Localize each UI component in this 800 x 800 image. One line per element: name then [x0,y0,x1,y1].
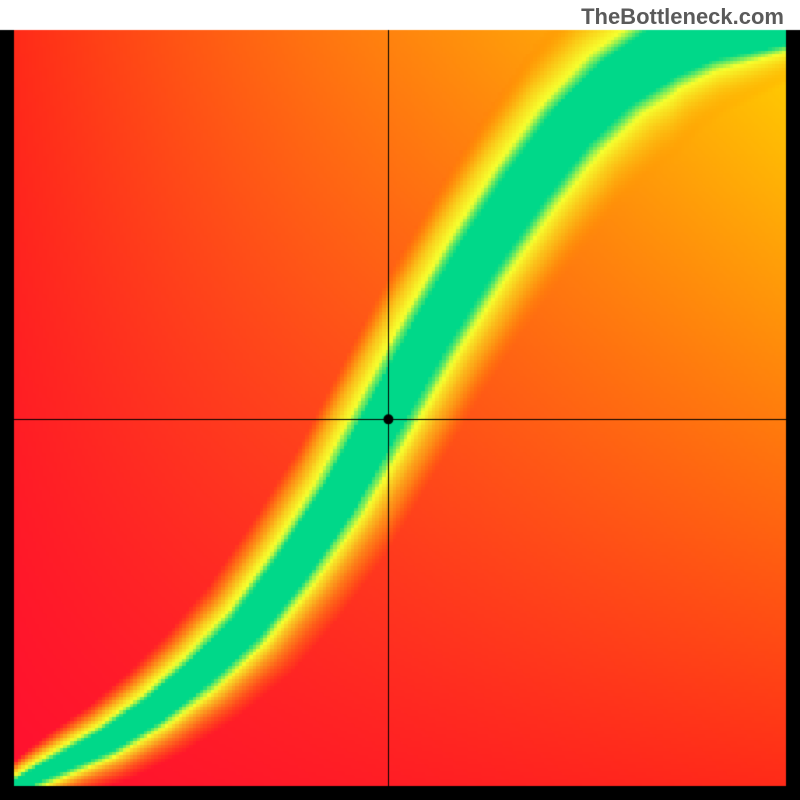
watermark-text: TheBottleneck.com [581,4,784,30]
chart-container: TheBottleneck.com [0,0,800,800]
bottleneck-heatmap [0,0,800,800]
